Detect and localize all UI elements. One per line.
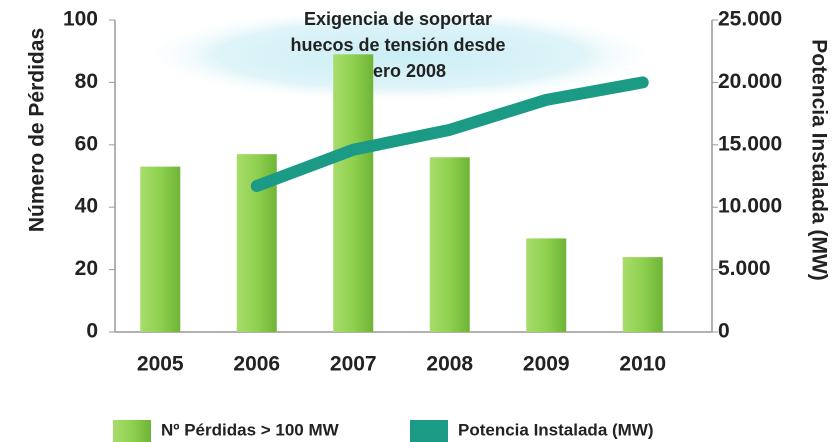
bar	[140, 166, 181, 332]
y-axis-label: Número de Pérdidas	[26, 28, 49, 232]
legend-swatch	[410, 420, 448, 442]
bar	[333, 54, 374, 332]
x-tick-label: 2007	[330, 353, 377, 376]
legend-swatch	[113, 420, 151, 442]
y2-tick-label: 25.000	[718, 8, 782, 31]
y-tick-label: 40	[75, 195, 98, 218]
legend-label: Nº Pérdidas > 100 MW	[161, 420, 340, 439]
legend-label: Potencia Instalada (MW)	[458, 420, 654, 439]
y-tick-label: 0	[86, 320, 98, 343]
y2-tick-label: 0	[718, 320, 730, 343]
bar	[429, 157, 470, 332]
bar	[622, 257, 663, 332]
annotation-background	[140, 7, 660, 103]
x-tick-label: 2009	[523, 353, 570, 376]
x-tick-label: 2008	[426, 353, 473, 376]
y-tick-label: 60	[75, 132, 98, 155]
y2-tick-label: 5.000	[718, 257, 771, 280]
y2-tick-label: 10.000	[718, 195, 782, 218]
x-tick-label: 2005	[137, 353, 184, 376]
line	[250, 76, 649, 192]
y-tick-label: 100	[63, 8, 98, 31]
x-tick-label: 2006	[233, 353, 280, 376]
annotation: Enero 2008	[350, 61, 446, 81]
y-tick-label: 20	[75, 257, 98, 280]
y2-tick-label: 15.000	[718, 132, 782, 155]
bar	[526, 238, 567, 332]
annotation: Exigencia de soportar	[304, 9, 492, 29]
y-tick-label: 80	[75, 70, 98, 93]
annotation: huecos de tensión desde	[290, 35, 505, 55]
x-tick-label: 2010	[619, 353, 666, 376]
y2-axis-label: Potencia Instalada (MW)	[807, 39, 830, 281]
y2-tick-label: 20.000	[718, 70, 782, 93]
